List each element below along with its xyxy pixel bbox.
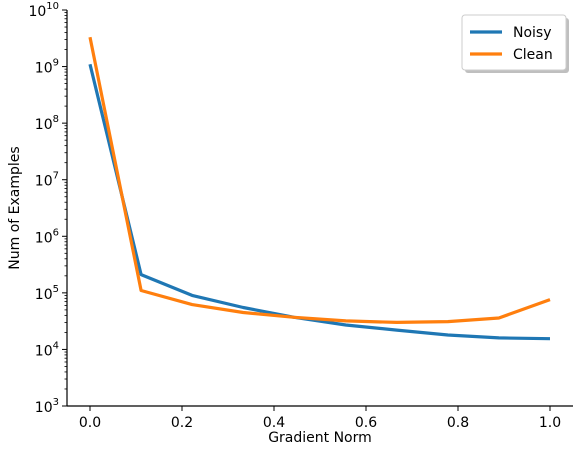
x-ticks: 0.0 0.2 0.4 0.6 0.8 1.0: [79, 406, 561, 431]
plot-lines: [88, 36, 551, 341]
x-tick-label: 0.6: [355, 415, 377, 431]
y-tick-label: 109: [35, 58, 59, 77]
y-tick-label: 103: [35, 397, 59, 416]
y-axis-title: Num of Examples: [7, 146, 23, 269]
x-tick-label: 0.8: [447, 415, 469, 431]
legend-box: [461, 14, 567, 71]
y-tick-label: 1010: [28, 1, 59, 20]
y-tick-label: 105: [35, 284, 59, 303]
y-tick-label: 104: [35, 340, 59, 359]
x-tick-label: 0.0: [79, 415, 101, 431]
y-ticks: 103 104 105 106 107 108 109 1010: [28, 1, 67, 416]
legend: Noisy Clean: [461, 14, 569, 73]
y-tick-label: 106: [35, 227, 59, 246]
y-tick-label: 107: [35, 171, 59, 190]
legend-label: Clean: [513, 47, 553, 63]
x-tick-label: 0.4: [263, 415, 285, 431]
x-axis-title: Gradient Norm: [268, 430, 372, 446]
x-tick-label: 0.2: [171, 415, 193, 431]
x-tick-label: 1.0: [539, 415, 561, 431]
series-line-noisy: [88, 63, 551, 341]
legend-label: Noisy: [513, 25, 552, 41]
axes: [66, 10, 573, 407]
series-line-clean: [88, 36, 551, 324]
y-tick-label: 108: [35, 114, 59, 133]
